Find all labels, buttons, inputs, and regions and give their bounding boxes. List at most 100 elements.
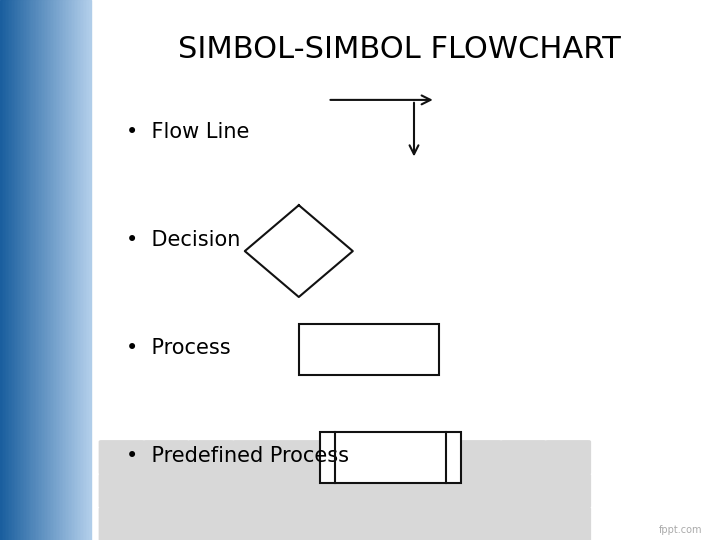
FancyBboxPatch shape: [188, 440, 234, 475]
FancyBboxPatch shape: [366, 474, 413, 508]
Text: •  Process: • Process: [126, 338, 230, 359]
Bar: [68, 0, 71, 540]
Bar: [9, 0, 12, 540]
Bar: [61, 0, 65, 540]
Bar: [7, 0, 10, 540]
FancyBboxPatch shape: [322, 507, 368, 540]
Bar: [81, 0, 84, 540]
FancyBboxPatch shape: [233, 507, 279, 540]
Bar: [1, 0, 4, 540]
Bar: [55, 0, 58, 540]
FancyBboxPatch shape: [99, 507, 145, 540]
Bar: [73, 0, 76, 540]
Bar: [18, 0, 21, 540]
FancyBboxPatch shape: [411, 507, 457, 540]
Bar: [35, 0, 37, 540]
Bar: [299, 324, 439, 375]
Text: SIMBOL-SIMBOL FLOWCHART: SIMBOL-SIMBOL FLOWCHART: [179, 35, 621, 64]
FancyBboxPatch shape: [545, 440, 591, 475]
Bar: [39, 0, 42, 540]
FancyBboxPatch shape: [411, 474, 457, 508]
Bar: [75, 0, 78, 540]
Bar: [29, 0, 32, 540]
FancyBboxPatch shape: [143, 440, 189, 475]
Bar: [45, 0, 48, 540]
FancyBboxPatch shape: [99, 474, 145, 508]
Bar: [12, 0, 15, 540]
FancyBboxPatch shape: [277, 474, 323, 508]
Bar: [36, 0, 39, 540]
FancyBboxPatch shape: [545, 474, 591, 508]
Bar: [32, 0, 35, 540]
FancyBboxPatch shape: [322, 440, 368, 475]
Bar: [87, 0, 90, 540]
FancyBboxPatch shape: [456, 440, 502, 475]
Bar: [48, 0, 51, 540]
Bar: [37, 0, 40, 540]
FancyBboxPatch shape: [322, 474, 368, 508]
Bar: [51, 0, 54, 540]
Bar: [54, 0, 57, 540]
Bar: [3, 0, 6, 540]
Bar: [53, 0, 55, 540]
Bar: [89, 0, 91, 540]
Bar: [19, 0, 22, 540]
Bar: [11, 0, 14, 540]
Bar: [60, 0, 63, 540]
Bar: [33, 0, 36, 540]
Bar: [76, 0, 79, 540]
FancyBboxPatch shape: [545, 507, 591, 540]
Bar: [65, 0, 68, 540]
FancyBboxPatch shape: [500, 440, 546, 475]
Bar: [79, 0, 82, 540]
Bar: [71, 0, 73, 540]
FancyBboxPatch shape: [233, 474, 279, 508]
Bar: [22, 0, 25, 540]
Text: fppt.com: fppt.com: [659, 524, 702, 535]
FancyBboxPatch shape: [188, 507, 234, 540]
Bar: [84, 0, 87, 540]
Text: •  Decision: • Decision: [126, 230, 240, 251]
FancyBboxPatch shape: [500, 474, 546, 508]
FancyBboxPatch shape: [143, 474, 189, 508]
Bar: [17, 0, 19, 540]
Bar: [66, 0, 69, 540]
Bar: [21, 0, 24, 540]
Bar: [57, 0, 60, 540]
Bar: [63, 0, 66, 540]
FancyBboxPatch shape: [99, 440, 145, 475]
FancyBboxPatch shape: [233, 440, 279, 475]
FancyBboxPatch shape: [500, 507, 546, 540]
FancyBboxPatch shape: [456, 507, 502, 540]
Bar: [83, 0, 86, 540]
Bar: [24, 0, 27, 540]
Bar: [86, 0, 89, 540]
Bar: [72, 0, 75, 540]
Bar: [25, 0, 29, 540]
Bar: [43, 0, 46, 540]
Bar: [42, 0, 45, 540]
Bar: [0, 0, 3, 540]
Bar: [58, 0, 61, 540]
Bar: [69, 0, 72, 540]
Bar: [30, 0, 33, 540]
FancyBboxPatch shape: [188, 474, 234, 508]
FancyBboxPatch shape: [143, 507, 189, 540]
Text: •  Flow Line: • Flow Line: [126, 122, 249, 143]
Bar: [27, 0, 30, 540]
Bar: [40, 0, 43, 540]
Bar: [14, 0, 17, 540]
FancyBboxPatch shape: [456, 474, 502, 508]
FancyBboxPatch shape: [366, 507, 413, 540]
Bar: [47, 0, 50, 540]
FancyBboxPatch shape: [411, 440, 457, 475]
FancyBboxPatch shape: [277, 507, 323, 540]
FancyBboxPatch shape: [366, 440, 413, 475]
Bar: [50, 0, 53, 540]
Bar: [6, 0, 9, 540]
Bar: [320, 432, 461, 483]
Text: •  Predefined Process: • Predefined Process: [126, 446, 349, 467]
FancyBboxPatch shape: [277, 440, 323, 475]
Bar: [78, 0, 81, 540]
Bar: [4, 0, 7, 540]
